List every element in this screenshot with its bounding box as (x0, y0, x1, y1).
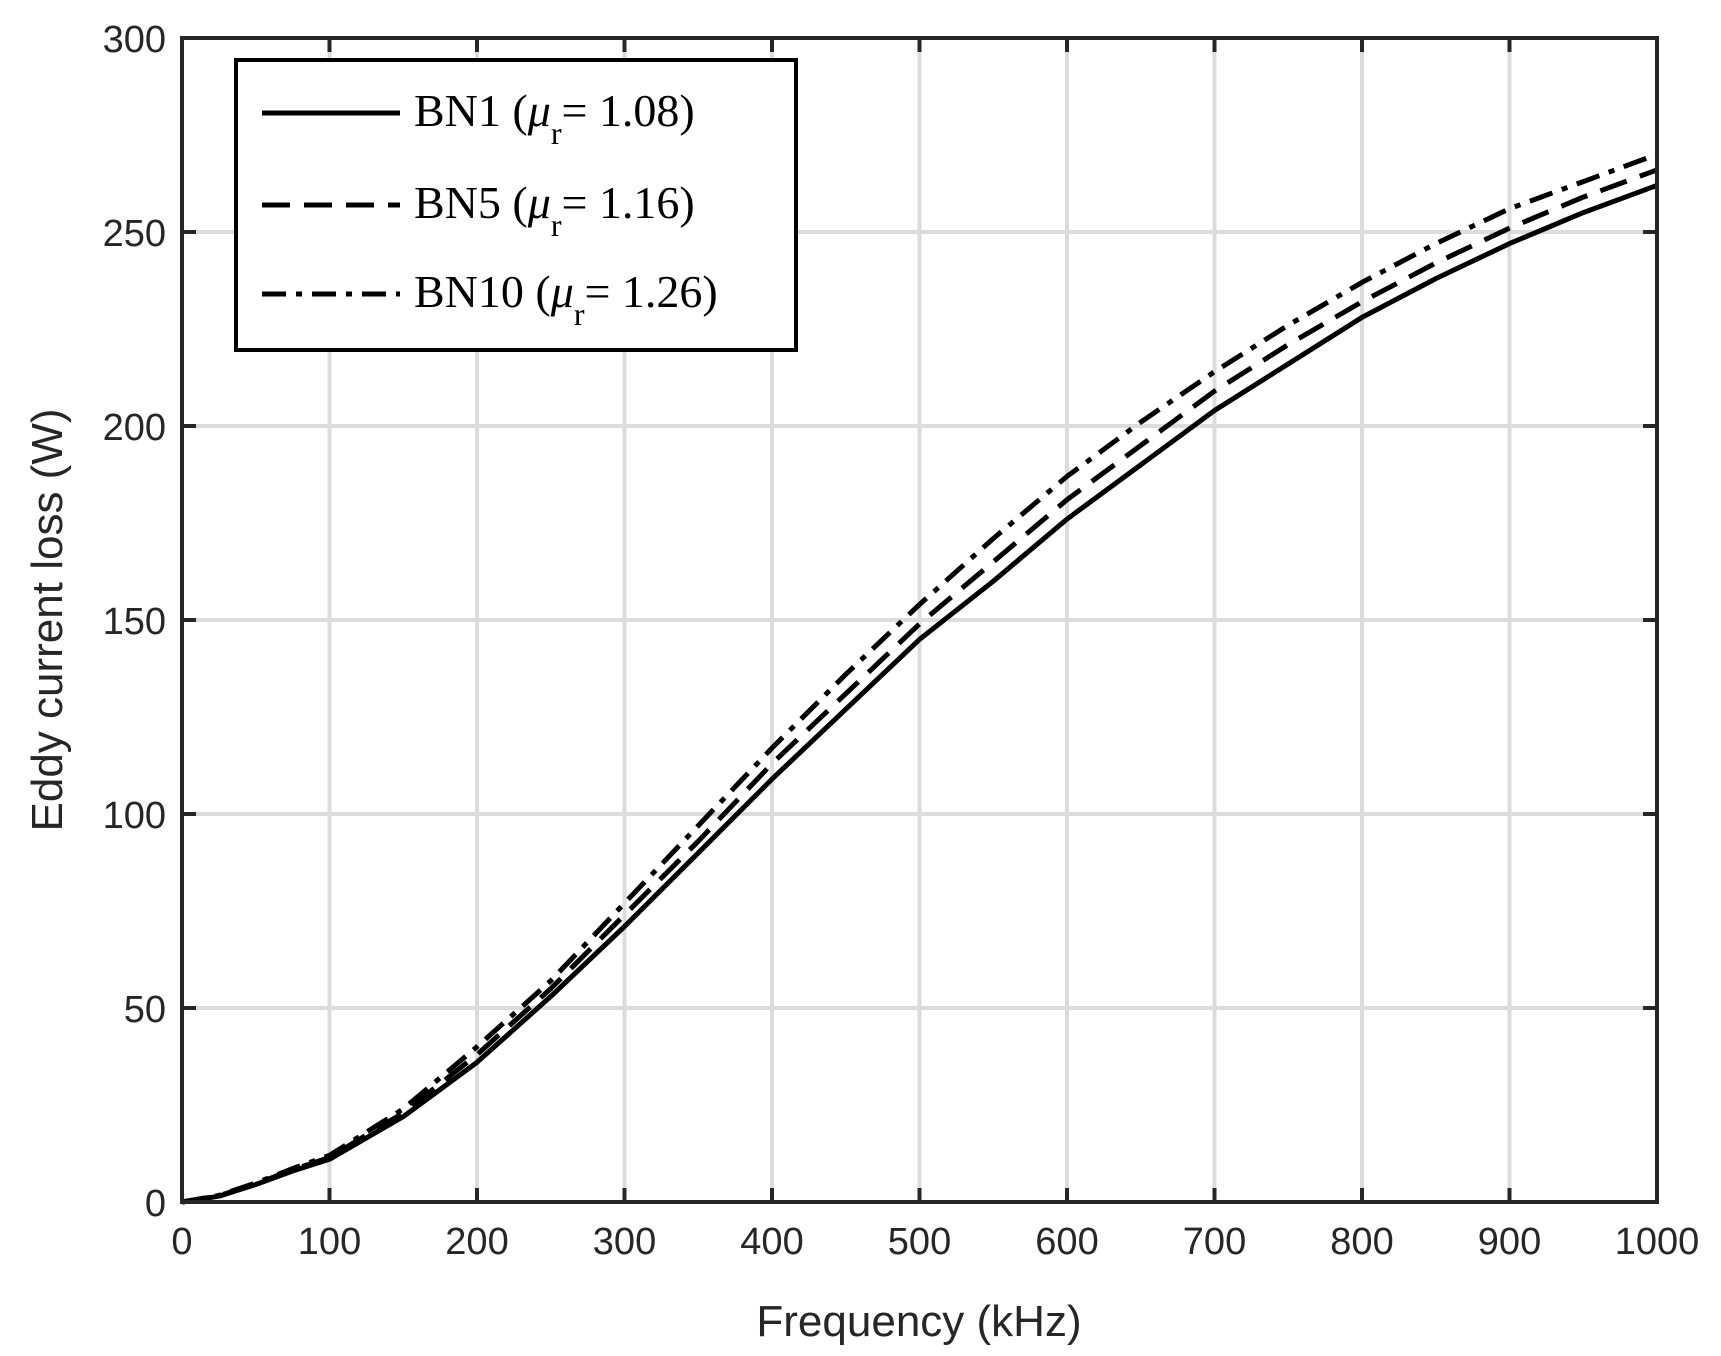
series-lines (181, 152, 1658, 1205)
x-tick-label: 100 (298, 1221, 361, 1263)
legend: BN1 (μr= 1.08) BN5 (μr= 1.16) BN10 (μr= … (234, 58, 798, 352)
x-tick-label: 300 (593, 1221, 656, 1263)
x-tick-labels: 0 100 200 300 400 500 600 700 800 900 1000 (171, 1221, 1699, 1263)
x-tick-label: 200 (445, 1221, 508, 1263)
y-tick-label: 250 (103, 213, 166, 255)
legend-label-bn5: BN5 (μr= 1.16) (414, 177, 695, 243)
x-tick-label: 400 (740, 1221, 803, 1263)
y-axis-label: Eddy current loss (W) (23, 409, 72, 832)
x-tick-label: 800 (1330, 1221, 1393, 1263)
y-tick-label: 0 (145, 1183, 166, 1225)
y-tick-labels: 0 50 100 150 200 250 300 (103, 19, 166, 1225)
y-tick-label: 100 (103, 795, 166, 837)
x-tick-label: 0 (171, 1221, 192, 1263)
tick-marks (180, 36, 1659, 1204)
y-tick-label: 50 (124, 989, 166, 1031)
x-tick-label: 1000 (1615, 1221, 1700, 1263)
series-line-bn5 (181, 167, 1658, 1205)
y-tick-label: 150 (103, 601, 166, 643)
legend-label-bn10: BN10 (μr= 1.26) (414, 266, 718, 332)
series-line-bn10 (181, 152, 1658, 1205)
x-tick-label: 500 (888, 1221, 951, 1263)
x-tick-label: 900 (1478, 1221, 1541, 1263)
x-tick-label: 700 (1183, 1221, 1246, 1263)
y-tick-label: 200 (103, 407, 166, 449)
x-tick-label: 600 (1035, 1221, 1098, 1263)
legend-label-bn1: BN1 (μr= 1.08) (414, 85, 695, 151)
y-tick-label: 300 (103, 19, 166, 61)
x-axis-label: Frequency (kHz) (756, 1297, 1081, 1346)
